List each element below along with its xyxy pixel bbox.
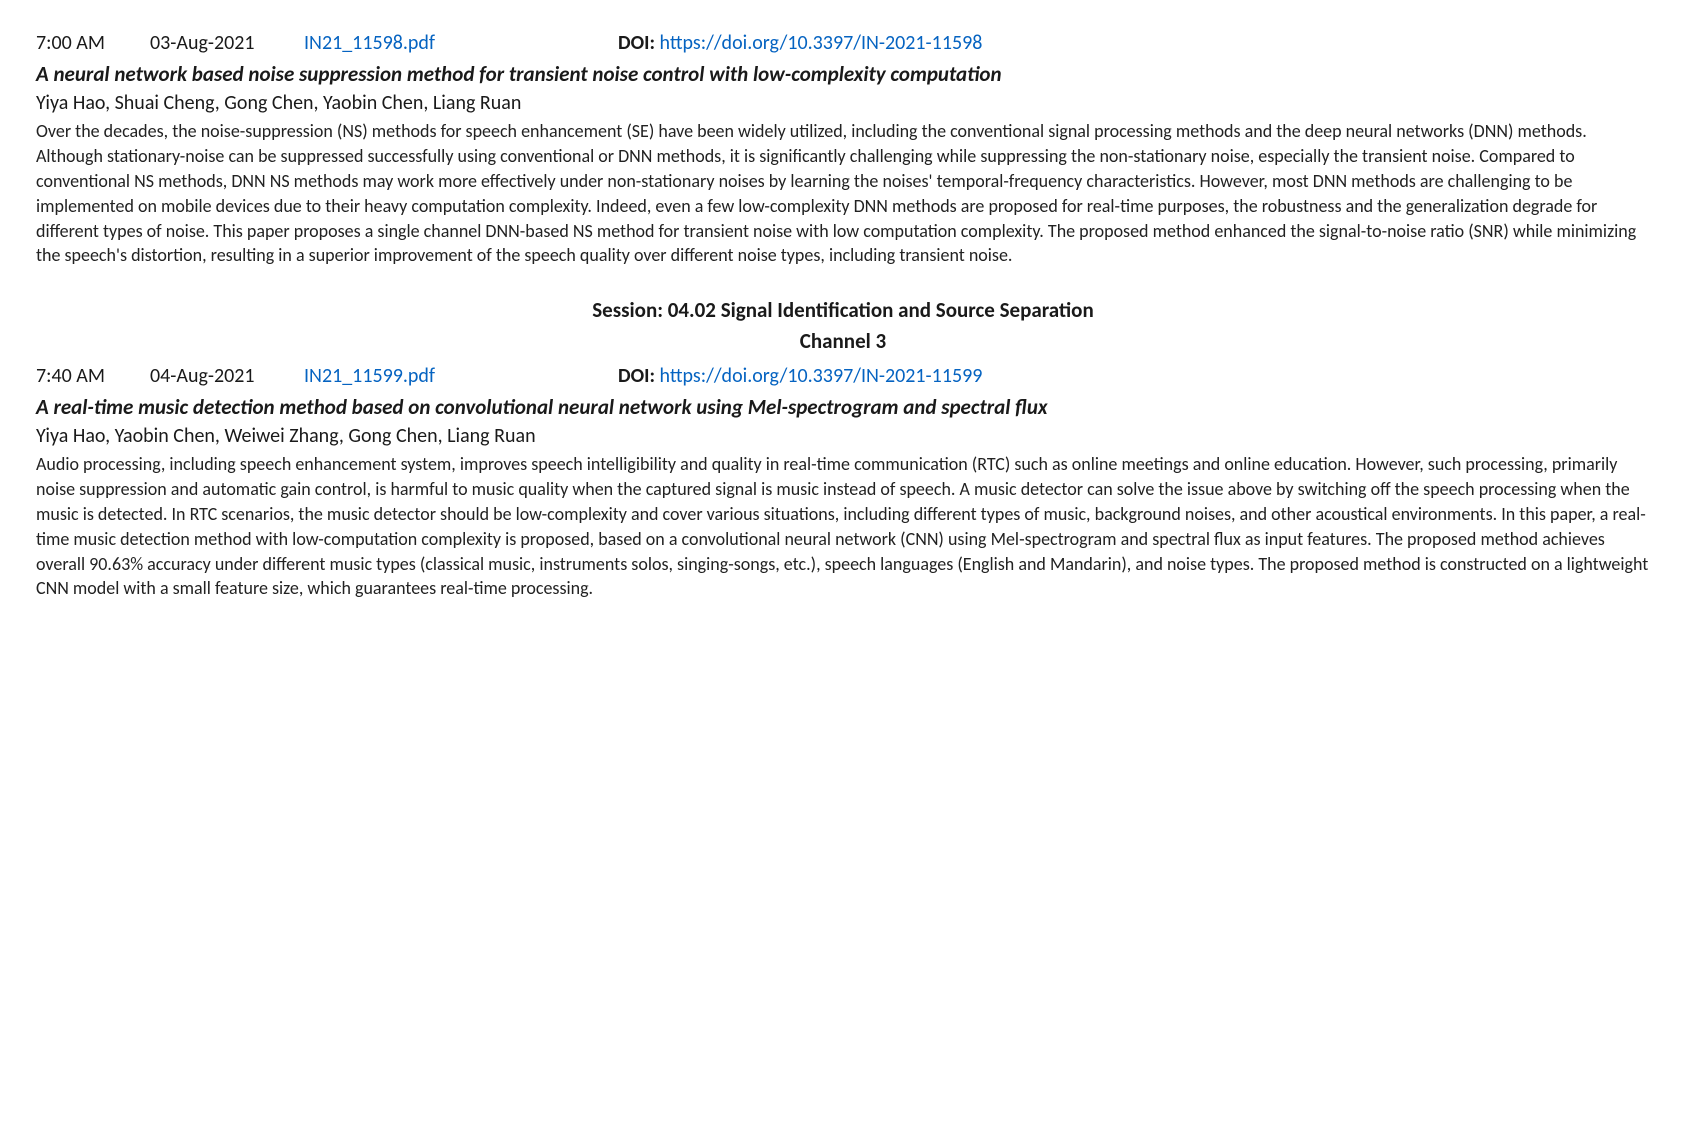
pdf-link[interactable]: IN21_11599.pdf: [304, 363, 594, 390]
doi-container: DOI: https://doi.org/10.3397/IN-2021-115…: [618, 30, 982, 57]
meta-line: 7:00 AM 03-Aug-2021 IN21_11598.pdf DOI: …: [36, 30, 1650, 57]
paper-abstract: Audio processing, including speech enhan…: [36, 452, 1650, 601]
paper-authors: Yiya Hao, Shuai Cheng, Gong Chen, Yaobin…: [36, 90, 1650, 117]
paper-title: A real-time music detection method based…: [36, 394, 1650, 421]
meta-line: 7:40 AM 04-Aug-2021 IN21_11599.pdf DOI: …: [36, 363, 1650, 390]
paper-authors: Yiya Hao, Yaobin Chen, Weiwei Zhang, Gon…: [36, 423, 1650, 450]
paper-abstract: Over the decades, the noise-suppression …: [36, 119, 1650, 268]
paper-entry: 7:00 AM 03-Aug-2021 IN21_11598.pdf DOI: …: [36, 30, 1650, 268]
doi-container: DOI: https://doi.org/10.3397/IN-2021-115…: [618, 363, 982, 390]
date: 03-Aug-2021: [150, 30, 280, 57]
paper-entry: 7:40 AM 04-Aug-2021 IN21_11599.pdf DOI: …: [36, 363, 1650, 601]
session-channel: Channel 3: [36, 327, 1650, 355]
session-title: Session: 04.02 Signal Identification and…: [36, 296, 1650, 324]
date: 04-Aug-2021: [150, 363, 280, 390]
time: 7:00 AM: [36, 30, 126, 57]
doi-label: DOI:: [618, 364, 660, 388]
doi-link[interactable]: https://doi.org/10.3397/IN-2021-11599: [660, 364, 983, 388]
time: 7:40 AM: [36, 363, 126, 390]
doi-label: DOI:: [618, 31, 660, 55]
doi-link[interactable]: https://doi.org/10.3397/IN-2021-11598: [660, 31, 983, 55]
paper-title: A neural network based noise suppression…: [36, 61, 1650, 88]
pdf-link[interactable]: IN21_11598.pdf: [304, 30, 594, 57]
